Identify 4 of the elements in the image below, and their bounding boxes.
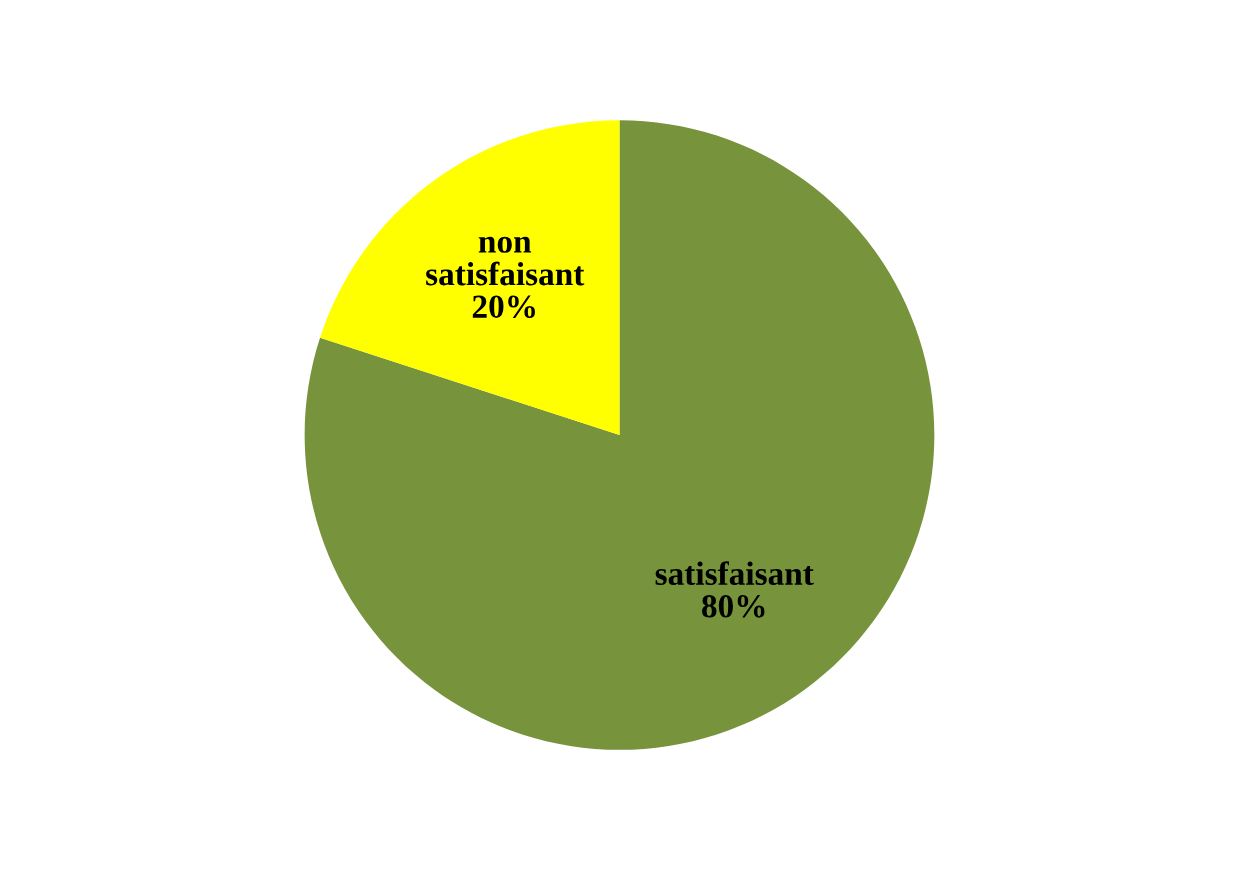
data-label: 20% (472, 295, 535, 319)
slice-label: satisfaisant (655, 561, 814, 585)
data-label: 80% (702, 595, 765, 618)
slice-label: non satisfaisant (426, 236, 585, 286)
